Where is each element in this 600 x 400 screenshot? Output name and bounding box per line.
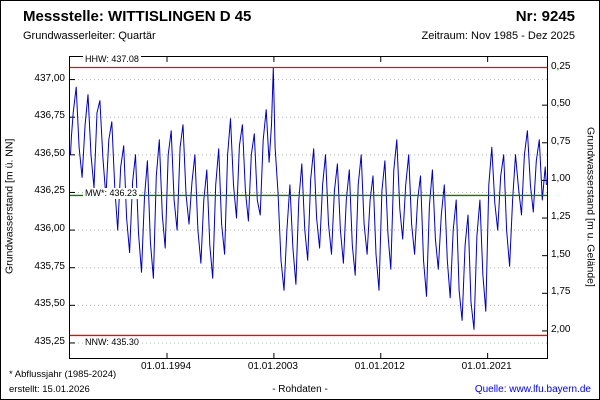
rohdaten-label: - Rohdaten - [272,384,328,395]
created-date: erstellt: 15.01.2026 [9,384,90,395]
x-axis-tick-label: 01.01.2021 [461,361,512,372]
y-axis-tick-label-left: 436,25 [34,185,65,197]
y-axis-tick-label-left: 435,50 [34,298,65,310]
groundwater-level-series [70,67,547,330]
y-axis-tick-label-left: 436,00 [34,223,65,235]
page-title: Messstelle: WITTISLINGEN D 45 [23,8,252,25]
y-axis-tick-label-left: 436,75 [34,110,65,122]
footnote-abflussjahr: * Abflussjahr (1985-2024) [9,369,117,380]
y-axis-tick-label-right: 1,75 [551,286,571,298]
y-axis-tick-label-right: 0,50 [551,98,571,110]
x-axis-tick-label: 01.01.2012 [354,361,405,372]
y-axis-tick-label-left: 437,00 [34,72,65,84]
source-link[interactable]: www.lfu.bayern.de [509,384,591,395]
x-axis-tick-label: 01.01.1994 [140,361,192,372]
period-label: Zeitraum: Nov 1985 - Dez 2025 [421,30,575,42]
y-axis-tick-label-right: 2,00 [551,323,571,335]
plot-area [69,56,548,359]
y-axis-tick-label-right: 1,00 [551,173,571,185]
y-axis-tick-label-right: 0,75 [551,135,571,147]
y-axis-tick-label-left: 436,50 [34,147,65,159]
y-axis-tick-label-right: 1,25 [551,211,571,223]
ref-line-label-nnw: NNW: 435.30 [83,337,141,349]
aquifer-label: Grundwasserleiter: Quartär [23,30,156,42]
ref-line-label-mw: MW*: 436.23 [83,188,140,200]
timeseries-plot [70,57,547,358]
x-axis-tick-label: 01.01.2003 [247,361,298,372]
source-label: Quelle: [474,384,510,395]
y-axis-tick-label-right: 0,25 [551,60,571,72]
y-axis-tick-label-left: 435,75 [34,260,65,272]
y-axis-title-left: Grundwasserstand [m ü. NN] [3,138,16,275]
ref-line-label-hhw: HHW: 437.08 [83,53,141,65]
y-axis-title-right: Grundwasserstand [m u. Gelände] [584,126,597,287]
station-number: Nr: 9245 [515,8,575,25]
y-axis-tick-label-left: 435,25 [34,335,65,347]
y-axis-tick-label-right: 1,50 [551,248,571,260]
source-line: Quelle: www.lfu.bayern.de [475,384,591,395]
